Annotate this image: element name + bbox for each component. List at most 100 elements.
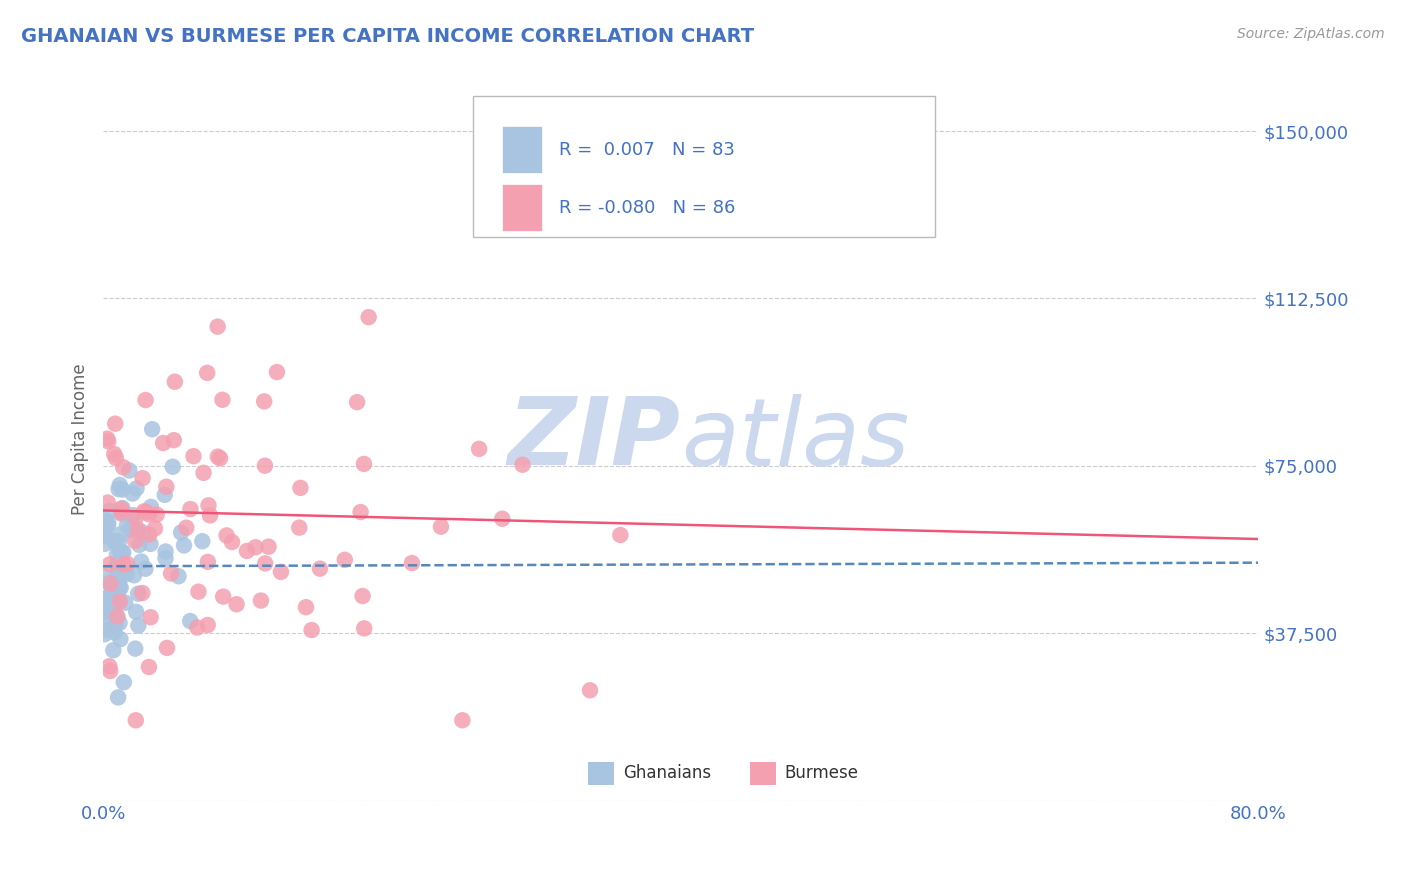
Text: atlas: atlas [681, 393, 910, 484]
Point [266, 365, 288, 379]
Point [96, 591, 118, 606]
Point [107, 566, 129, 581]
Point [96, 623, 118, 637]
Point [108, 580, 131, 594]
Point [257, 540, 280, 554]
Point [288, 521, 311, 535]
Point [103, 447, 125, 461]
Point [207, 450, 229, 464]
Point [94, 525, 117, 540]
Point [129, 555, 152, 569]
Point [101, 583, 124, 598]
Point [197, 618, 219, 632]
Point [104, 534, 127, 549]
Point [100, 577, 122, 591]
Point [98, 589, 121, 603]
Point [108, 544, 131, 558]
Point [186, 620, 208, 634]
Point [108, 478, 131, 492]
Point [357, 310, 380, 325]
Point [301, 623, 323, 637]
Point [125, 713, 148, 727]
Point [110, 527, 132, 541]
Point [96, 602, 118, 616]
Point [401, 556, 423, 570]
Point [110, 502, 132, 516]
Point [135, 505, 157, 519]
Point [115, 557, 138, 571]
Point [254, 557, 277, 571]
Point [122, 508, 145, 523]
Point [110, 581, 132, 595]
Point [132, 504, 155, 518]
Point [193, 466, 215, 480]
Point [115, 567, 138, 582]
Point [94, 514, 117, 528]
FancyBboxPatch shape [502, 127, 543, 173]
Point [512, 458, 534, 472]
Point [107, 571, 129, 585]
Point [110, 506, 132, 520]
Point [125, 605, 148, 619]
Point [451, 713, 474, 727]
Point [101, 578, 124, 592]
Point [160, 566, 183, 581]
Point [104, 417, 127, 431]
Point [131, 525, 153, 540]
Point [101, 585, 124, 599]
Point [176, 521, 198, 535]
Point [290, 481, 312, 495]
Point [131, 586, 153, 600]
Point [352, 589, 374, 603]
Point [101, 577, 124, 591]
Point [156, 640, 179, 655]
Point [198, 508, 221, 523]
Point [104, 450, 127, 465]
Point [97, 495, 120, 509]
Point [98, 664, 121, 678]
Point [125, 482, 148, 496]
Point [353, 457, 375, 471]
Point [124, 533, 146, 548]
Point [139, 610, 162, 624]
Point [104, 618, 127, 632]
Point [105, 610, 128, 624]
Point [128, 538, 150, 552]
Point [167, 569, 190, 583]
Point [111, 483, 134, 497]
Point [105, 548, 128, 562]
Point [93, 605, 115, 619]
Point [124, 511, 146, 525]
Point [211, 392, 233, 407]
Point [100, 577, 122, 591]
Point [187, 584, 209, 599]
Point [115, 518, 138, 533]
Point [107, 690, 129, 705]
Point [121, 523, 143, 537]
Point [145, 508, 167, 522]
Point [209, 451, 232, 466]
Point [110, 507, 132, 521]
Point [579, 683, 602, 698]
Point [139, 500, 162, 514]
Point [353, 621, 375, 635]
Point [111, 501, 134, 516]
Point [112, 460, 135, 475]
Point [121, 486, 143, 500]
Point [105, 558, 128, 572]
Point [107, 482, 129, 496]
Point [609, 528, 631, 542]
Point [162, 459, 184, 474]
Point [141, 422, 163, 436]
Point [98, 558, 121, 572]
Point [98, 575, 121, 590]
FancyBboxPatch shape [502, 184, 543, 231]
Text: GHANAIAN VS BURMESE PER CAPITA INCOME CORRELATION CHART: GHANAIAN VS BURMESE PER CAPITA INCOME CO… [21, 27, 754, 45]
Point [112, 558, 135, 572]
Point [138, 527, 160, 541]
Point [110, 632, 132, 646]
Point [179, 614, 201, 628]
Point [103, 590, 125, 604]
Point [112, 675, 135, 690]
Point [105, 609, 128, 624]
